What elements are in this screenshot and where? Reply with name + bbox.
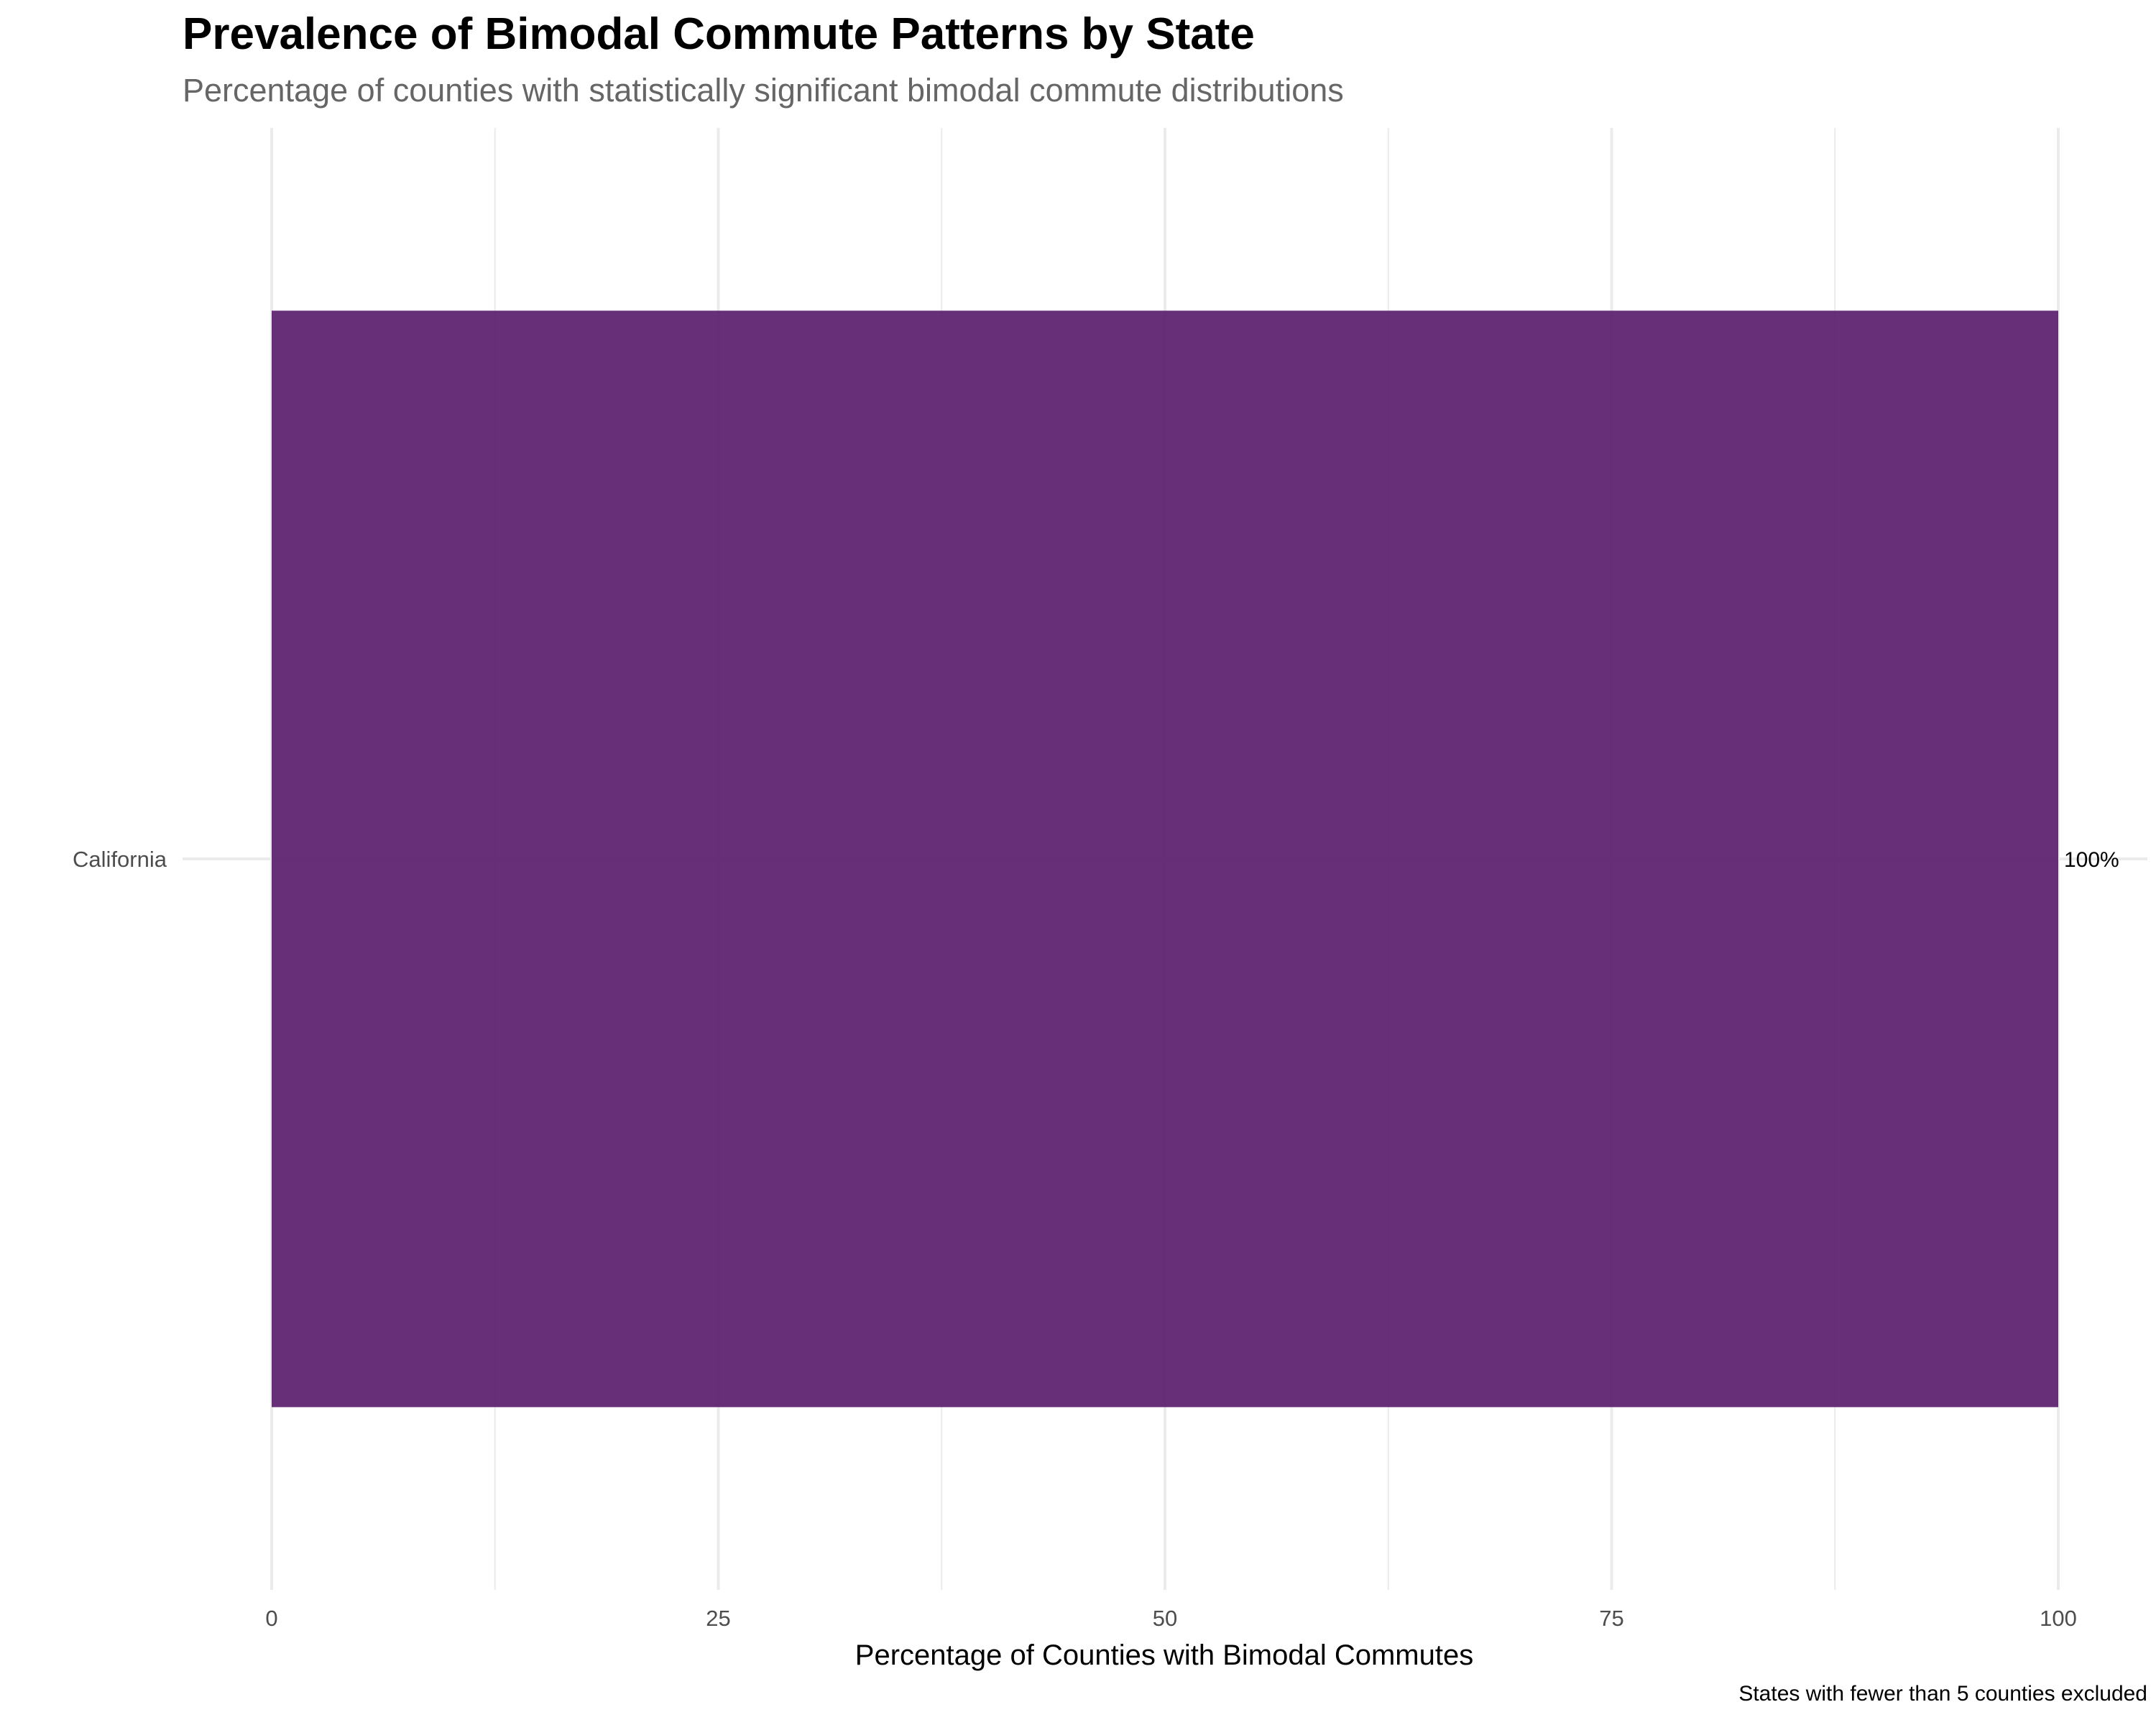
chart-caption: States with fewer than 5 counties exclud… xyxy=(1738,1682,2147,1706)
x-tick-label: 50 xyxy=(1153,1606,1177,1631)
y-tick-label: California xyxy=(73,847,167,872)
x-tick-label: 100 xyxy=(2040,1606,2077,1631)
bar-value-label: 100% xyxy=(2064,848,2119,872)
x-tick-label: 25 xyxy=(706,1606,730,1631)
chart-subtitle: Percentage of counties with statisticall… xyxy=(183,72,1344,109)
data-labels: 100% xyxy=(2064,848,2119,872)
chart-title: Prevalence of Bimodal Commute Patterns b… xyxy=(183,9,1255,59)
bar-california xyxy=(272,310,2058,1407)
x-axis-ticks: 0 25 50 75 100 xyxy=(265,1606,2076,1631)
x-tick-label: 0 xyxy=(265,1606,277,1631)
bars xyxy=(272,310,2058,1407)
x-tick-label: 75 xyxy=(1599,1606,1623,1631)
x-axis-title: Percentage of Counties with Bimodal Comm… xyxy=(855,1639,1473,1671)
y-axis-ticks: California xyxy=(73,847,167,872)
